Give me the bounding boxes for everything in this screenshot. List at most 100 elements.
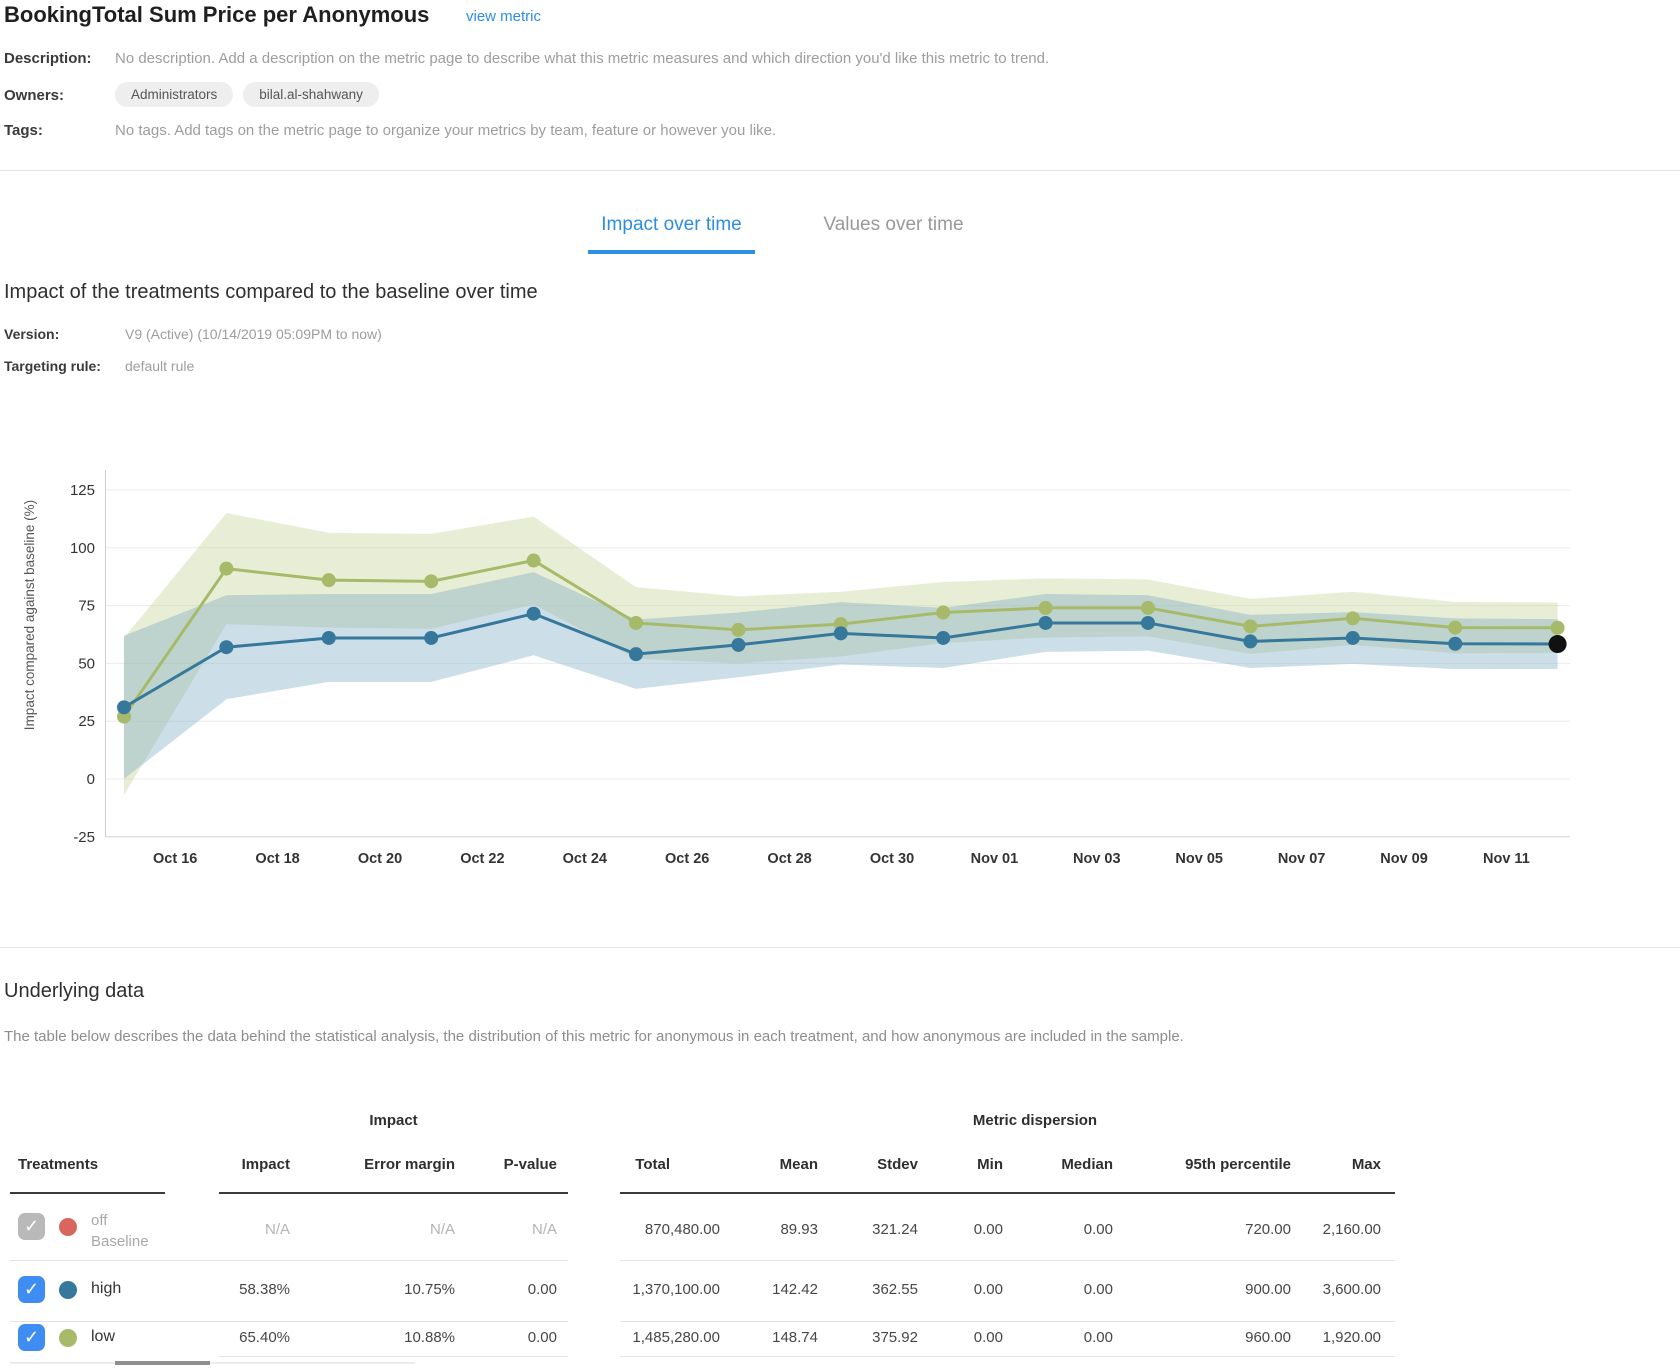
point-low (526, 553, 541, 568)
cell-low-3: 1,485,280.00 (632, 1329, 720, 1346)
y-tick-label: -25 (73, 829, 95, 846)
point-high (629, 647, 643, 662)
y-tick-label: 125 (70, 482, 95, 499)
column-header-95th-percentile: 95th percentile (1185, 1156, 1291, 1173)
current-point (1548, 635, 1567, 654)
cell-high-5: 362.55 (872, 1281, 918, 1298)
owner-chip[interactable]: Administrators (115, 82, 234, 107)
column-header-max: Max (1351, 1156, 1381, 1173)
point-high (1141, 615, 1155, 630)
cell-low-7: 0.00 (1083, 1329, 1113, 1346)
column-header-total: Total (635, 1156, 670, 1173)
row-divider (10, 1321, 415, 1322)
tags-label: Tags: (4, 122, 43, 139)
x-tick-label: Oct 24 (563, 851, 607, 867)
treatment-sublabel-baseline: Baseline (91, 1233, 149, 1250)
underlying-data-title: Underlying data (4, 980, 145, 1002)
column-header-stdev: Stdev (877, 1156, 918, 1173)
row-divider (219, 1356, 568, 1357)
treatment-checkbox-high[interactable]: ✓ (18, 1276, 45, 1303)
version-label: Version: (4, 326, 60, 342)
point-low (1550, 620, 1565, 635)
treatment-checkbox-low[interactable]: ✓ (18, 1324, 45, 1351)
point-low (1141, 600, 1155, 615)
y-tick-label: 75 (78, 598, 95, 615)
column-header-mean: Mean (779, 1156, 818, 1173)
cell-high-9: 3,600.00 (1322, 1281, 1381, 1298)
treatments-scrollbar-track[interactable] (10, 1362, 415, 1364)
tags-value: No tags. Add tags on the metric page to … (115, 122, 777, 139)
page-title: BookingTotal Sum Price per Anonymous (4, 2, 430, 27)
row-divider (620, 1356, 1395, 1357)
cell-off-5: 321.24 (872, 1221, 918, 1238)
row-divider (219, 1321, 568, 1322)
treatment-checkbox-off[interactable]: ✓ (18, 1213, 45, 1240)
point-high (1448, 636, 1463, 651)
tab-impact-over-time[interactable]: Impact over time (588, 214, 755, 254)
x-tick-label: Oct 30 (870, 851, 914, 867)
table-group-header-impact: Impact (369, 1112, 418, 1129)
cell-high-8: 900.00 (1245, 1281, 1291, 1298)
row-divider (620, 1260, 1395, 1261)
point-low (1448, 620, 1463, 635)
description-value: No description. Add a description on the… (115, 50, 1050, 67)
point-high (1243, 634, 1258, 649)
underlying-data-description: The table below describes the data behin… (4, 1028, 1184, 1045)
treatments-column-header: Treatments (18, 1156, 99, 1173)
cell-high-2: 0.00 (527, 1281, 557, 1298)
point-low (1038, 600, 1053, 615)
x-tick-label: Nov 09 (1380, 851, 1428, 867)
treatments-scrollbar-thumb[interactable] (115, 1361, 210, 1365)
x-tick-label: Nov 05 (1175, 851, 1223, 867)
table-top-border (620, 1192, 1395, 1194)
y-tick-label: 100 (70, 540, 95, 557)
row-divider (219, 1260, 568, 1261)
x-tick-label: Nov 11 (1483, 851, 1530, 867)
description-label: Description: (4, 50, 92, 67)
table-top-border (219, 1192, 568, 1194)
cell-high-0: 58.38% (239, 1281, 290, 1298)
cell-low-4: 148.74 (772, 1329, 818, 1346)
column-header-p-value: P-value (503, 1156, 557, 1173)
treatment-dot-high (59, 1281, 77, 1299)
point-low (1345, 611, 1360, 626)
treatment-label-low: low (91, 1328, 116, 1345)
owners-chips: Administrators bilal.al-shahwany (115, 82, 379, 107)
point-high (833, 626, 848, 641)
treatment-dot-off (59, 1218, 77, 1236)
x-tick-label: Oct 22 (460, 851, 504, 867)
point-low (321, 573, 336, 588)
point-high (731, 637, 746, 652)
cell-low-8: 960.00 (1245, 1329, 1291, 1346)
point-high (936, 630, 951, 645)
owner-chip[interactable]: bilal.al-shahwany (243, 82, 379, 107)
band-low (124, 513, 1558, 796)
point-low (731, 622, 746, 637)
cell-off-3: 870,480.00 (644, 1221, 720, 1238)
point-high (424, 630, 439, 645)
impact-section-title: Impact of the treatments compared to the… (4, 281, 538, 303)
cell-low-0: 65.40% (239, 1329, 290, 1346)
x-tick-label: Oct 20 (358, 851, 402, 867)
point-high (117, 700, 131, 715)
table-group-header-dispersion: Metric dispersion (972, 1112, 1098, 1129)
version-value: V9 (Active) (10/14/2019 05:09PM to now) (125, 326, 382, 342)
point-high (526, 606, 541, 621)
treatment-label-high: high (91, 1280, 122, 1297)
cell-high-4: 142.42 (772, 1281, 818, 1298)
x-tick-label: Nov 03 (1073, 851, 1121, 867)
view-metric-link[interactable]: view metric (466, 8, 542, 25)
cell-off-0: N/A (264, 1221, 290, 1238)
x-tick-label: Nov 01 (971, 851, 1019, 867)
point-low (424, 574, 439, 589)
y-tick-label: 25 (78, 713, 95, 730)
tab-values-over-time[interactable]: Values over time (823, 214, 964, 235)
cell-off-4: 89.93 (780, 1221, 818, 1238)
cell-low-9: 1,920.00 (1322, 1329, 1381, 1346)
x-tick-label: Oct 26 (665, 851, 709, 867)
cell-high-1: 10.75% (404, 1281, 455, 1298)
point-high (321, 630, 336, 645)
point-high (1038, 615, 1053, 630)
cell-low-6: 0.00 (973, 1329, 1003, 1346)
